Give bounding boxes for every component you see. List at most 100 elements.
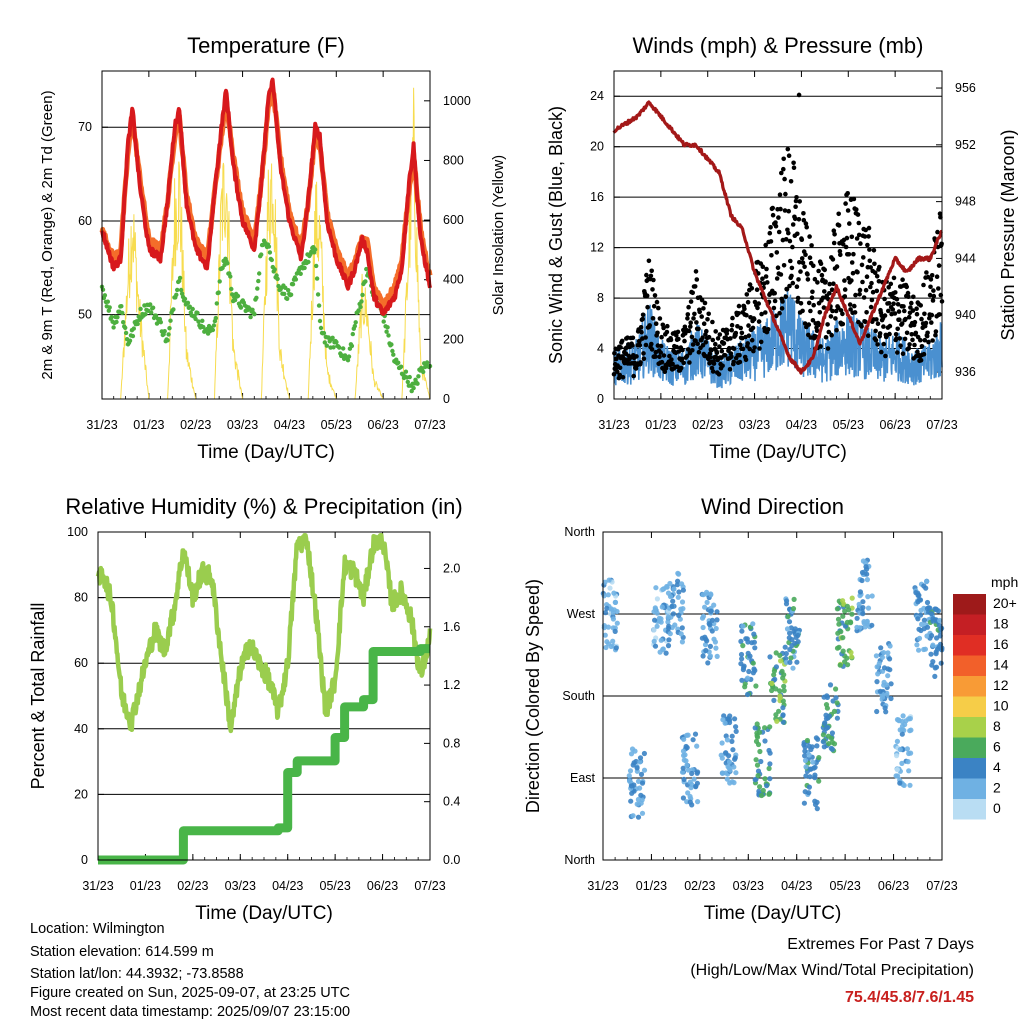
gust-point: [868, 304, 874, 310]
y-tick-label: 60: [78, 214, 92, 228]
direction-point: [754, 721, 760, 727]
gust-point: [927, 315, 932, 321]
direction-point: [602, 579, 608, 585]
gust-point: [760, 264, 766, 270]
gust-point: [888, 281, 894, 287]
gust-point: [780, 299, 785, 304]
direction-point: [601, 593, 607, 599]
direction-point: [779, 668, 785, 674]
direction-point: [602, 610, 609, 616]
gust-point: [661, 325, 666, 331]
gust-point: [682, 324, 688, 330]
direction-point: [921, 617, 928, 623]
direction-point: [700, 624, 706, 631]
gust-point: [703, 340, 709, 345]
gust-point: [682, 338, 687, 344]
gust-point: [749, 286, 755, 291]
direction-point: [907, 782, 913, 788]
dewpoint-point: [274, 273, 279, 278]
gust-point: [893, 290, 898, 295]
direction-point: [835, 616, 842, 622]
direction-point: [938, 660, 944, 666]
gust-point: [675, 329, 681, 335]
direction-point: [906, 750, 912, 757]
dewpoint-point: [131, 326, 136, 331]
direction-point: [751, 631, 757, 637]
direction-point: [860, 611, 866, 617]
legend-swatch: [953, 655, 986, 676]
direction-point: [745, 675, 751, 681]
direction-point: [707, 643, 714, 650]
direction-point: [610, 616, 617, 622]
direction-point: [837, 662, 843, 668]
direction-point: [790, 606, 797, 612]
direction-point: [670, 611, 677, 617]
gust-point: [845, 191, 850, 196]
direction-point: [723, 733, 729, 739]
direction-point: [605, 624, 612, 630]
gust-point: [714, 350, 720, 356]
gust-point: [709, 365, 715, 371]
y-right-tick-label: 1000: [443, 94, 471, 108]
direction-point: [601, 625, 607, 631]
direction-point: [773, 664, 780, 670]
x-tick-label: 03/23: [733, 879, 764, 893]
dewpoint-point: [138, 306, 143, 312]
direction-point: [651, 638, 657, 644]
gust-point: [649, 341, 654, 347]
legend-swatch: [953, 778, 986, 799]
dewpoint-point: [334, 339, 339, 345]
gust-point: [809, 243, 814, 248]
y-right-tick-label: 956: [955, 81, 976, 95]
direction-point: [929, 611, 935, 617]
direction-point: [738, 638, 744, 645]
direction-point: [635, 778, 642, 785]
gust-point: [909, 300, 914, 306]
direction-point: [783, 601, 790, 607]
gust-point: [637, 342, 643, 348]
gust-point: [909, 332, 914, 337]
gust-point: [918, 303, 923, 308]
gust-point: [776, 215, 781, 220]
gust-point: [710, 369, 716, 374]
gust-point: [785, 146, 791, 152]
gust-point: [798, 301, 804, 306]
gust-point: [867, 258, 873, 264]
gust-point: [842, 294, 848, 299]
gust-point: [657, 354, 662, 360]
dewpoint-point: [214, 301, 219, 306]
direction-point: [733, 770, 739, 776]
gust-point: [896, 309, 902, 314]
gust-point: [898, 343, 903, 349]
gust-point: [757, 346, 762, 351]
gust-point: [789, 265, 795, 271]
direction-point: [834, 700, 840, 706]
gust-point: [886, 301, 892, 306]
gust-point: [650, 287, 655, 292]
direction-point: [685, 732, 691, 738]
gust-point: [641, 351, 646, 356]
gust-point: [711, 361, 717, 366]
gust-point: [840, 311, 845, 317]
dewpoint-point: [229, 286, 234, 292]
dewpoint-point: [403, 369, 409, 374]
direction-point: [746, 668, 752, 675]
direction-point: [712, 639, 719, 645]
x-axis-label: Time (Day/UTC): [704, 903, 842, 924]
direction-point: [652, 643, 659, 649]
gust-point: [882, 296, 887, 302]
gust-point: [829, 332, 834, 338]
direction-point: [823, 716, 830, 722]
direction-point: [782, 644, 788, 650]
gust-point: [729, 354, 734, 360]
gust-point: [845, 208, 851, 213]
gust-point: [751, 316, 757, 322]
direction-point: [840, 648, 846, 654]
direction-point: [751, 639, 758, 645]
x-tick-label: 01/23: [645, 418, 676, 432]
direction-point: [895, 773, 901, 779]
gust-point: [842, 287, 848, 292]
direction-point: [691, 776, 697, 782]
direction-point: [844, 603, 851, 610]
direction-point: [881, 650, 887, 656]
